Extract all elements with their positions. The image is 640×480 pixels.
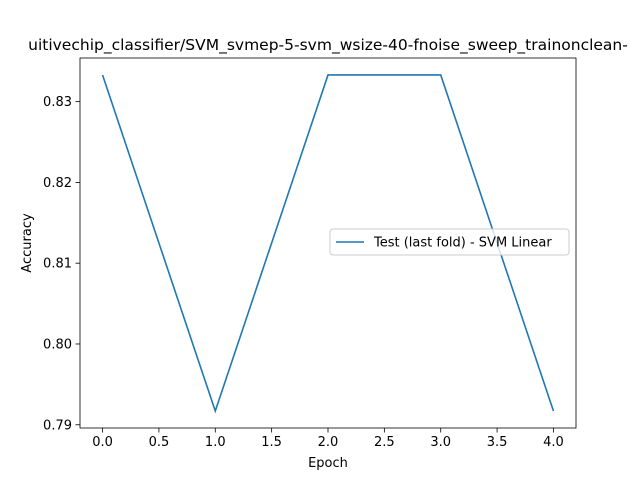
x-tick-label: 4.0 — [543, 435, 564, 450]
series-layer — [101, 74, 555, 414]
x-tick-label: 2.0 — [318, 435, 339, 450]
x-tick-label: 1.0 — [205, 435, 226, 450]
x-tick-label: 3.5 — [487, 435, 508, 450]
y-axis-ticks: 0.79 0.80 0.81 0.82 0.83 — [43, 95, 80, 433]
x-tick-label: 0.0 — [92, 435, 113, 450]
x-axis-label: Epoch — [308, 456, 348, 471]
chart-title: uitivechip_classifier/SVM_svmep-5-svm_ws… — [28, 36, 628, 55]
y-tick-label: 0.79 — [43, 418, 72, 433]
plot-frame — [79, 57, 577, 429]
x-tick-label: 3.0 — [430, 435, 451, 450]
legend: Test (last fold) - SVM Linear — [329, 228, 570, 256]
x-axis-ticks: 0.0 0.5 1.0 1.5 2.0 2.5 3.0 3.5 4.0 — [92, 428, 564, 450]
legend-box — [329, 228, 570, 256]
y-axis-label: Accuracy — [20, 213, 35, 273]
x-tick-label: 0.5 — [149, 435, 170, 450]
x-tick-label: 1.5 — [261, 435, 282, 450]
x-tick-label: 2.5 — [374, 435, 395, 450]
y-tick-label: 0.82 — [43, 176, 72, 191]
y-tick-label: 0.80 — [43, 337, 72, 352]
legend-label-series-0: Test (last fold) - SVM Linear — [373, 236, 552, 251]
y-tick-label: 0.83 — [43, 95, 72, 110]
y-tick-label: 0.81 — [43, 257, 72, 272]
